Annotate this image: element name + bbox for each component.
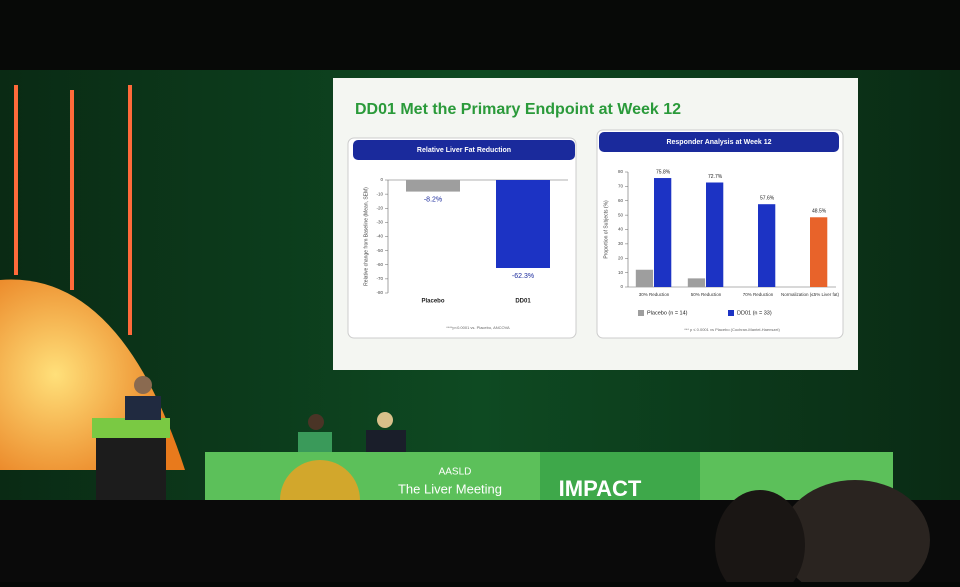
y-tick-label: -40 xyxy=(376,234,383,239)
speaker xyxy=(134,376,152,394)
light-strip xyxy=(128,85,132,335)
banner-theme: IMPACT xyxy=(559,476,642,501)
audience-head xyxy=(780,480,930,587)
legend-swatch xyxy=(638,310,644,316)
y-tick-label: 80 xyxy=(618,169,624,174)
chart-title: Responder Analysis at Week 12 xyxy=(666,139,771,146)
y-tick-label: 10 xyxy=(618,270,624,275)
bar xyxy=(496,180,550,268)
footnote: *** p ≤ 0.0001 vs Placebo (Cochran-Mante… xyxy=(684,327,780,332)
x-tick-label: Normalization (≤5% Liver fat) xyxy=(781,292,839,297)
y-tick-label: -70 xyxy=(376,276,383,281)
panelist xyxy=(298,432,332,452)
bar xyxy=(687,278,706,287)
y-tick-label: -80 xyxy=(376,290,383,295)
x-tick-label: DD01 xyxy=(515,299,531,305)
y-tick-label: -50 xyxy=(376,248,383,253)
y-axis-label: Relative change from Baseline (Mean, SEM… xyxy=(363,187,369,286)
speaker xyxy=(125,396,161,420)
bar xyxy=(635,269,654,287)
chart-title: Relative Liver Fat Reduction xyxy=(417,147,511,154)
bar xyxy=(706,182,724,287)
x-tick-label: 30% Reduction xyxy=(639,292,670,297)
y-tick-label: 30 xyxy=(618,241,624,246)
y-tick-label: 70 xyxy=(618,184,624,189)
audience-head xyxy=(715,490,805,587)
y-tick-label: -10 xyxy=(376,191,383,196)
y-tick-label: 60 xyxy=(618,198,624,203)
x-tick-label: Placebo xyxy=(421,299,444,305)
light-strip xyxy=(70,90,74,290)
y-tick-label: -30 xyxy=(376,220,383,225)
y-tick-label: -20 xyxy=(376,205,383,210)
value-label: 72.7% xyxy=(708,174,723,180)
value-label: 75.8% xyxy=(656,169,671,175)
panelist xyxy=(366,430,406,452)
legend-label: DD01 (n = 33) xyxy=(737,310,772,316)
panelist xyxy=(308,414,324,430)
podium xyxy=(96,438,166,500)
y-axis-label: Proportion of Subjects (%) xyxy=(603,200,609,259)
y-tick-label: 50 xyxy=(618,212,624,217)
x-tick-label: 70% Reduction xyxy=(743,292,774,297)
ceiling xyxy=(0,0,960,70)
y-tick-label: 0 xyxy=(380,177,383,182)
y-tick-label: 40 xyxy=(618,227,624,232)
y-tick-label: 0 xyxy=(620,284,623,289)
value-label: 57.6% xyxy=(760,196,775,202)
panel-header xyxy=(353,140,575,160)
value-label: 48.5% xyxy=(812,209,827,215)
bar xyxy=(406,180,460,192)
legend-swatch xyxy=(728,310,734,316)
value-label: -8.2% xyxy=(424,196,442,203)
banner-meeting: The Liver Meeting xyxy=(398,481,502,496)
value-label: -62.3% xyxy=(512,273,534,280)
bar xyxy=(758,204,776,287)
panel-header xyxy=(599,132,839,152)
slide-title: DD01 Met the Primary Endpoint at Week 12 xyxy=(355,101,681,118)
x-tick-label: 50% Reduction xyxy=(691,292,722,297)
legend-label: Placebo (n = 14) xyxy=(647,310,688,316)
y-tick-label: 20 xyxy=(618,255,624,260)
bar xyxy=(810,217,828,287)
podium-top xyxy=(92,418,170,438)
panelist xyxy=(377,412,393,428)
footnote: ****p<0.0001 vs. Placebo, ANCOVA xyxy=(446,325,510,330)
banner-org: AASLD xyxy=(439,467,472,478)
y-tick-label: -60 xyxy=(376,262,383,267)
light-strip xyxy=(14,85,18,275)
bar xyxy=(654,178,672,287)
